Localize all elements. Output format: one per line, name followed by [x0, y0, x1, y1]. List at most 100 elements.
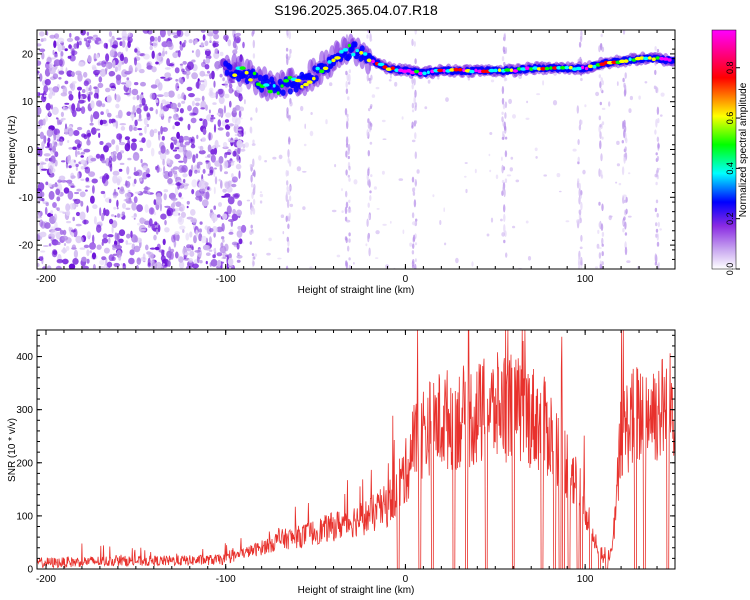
noise-blob: [153, 128, 158, 134]
noise-blob: [221, 236, 225, 240]
sparse-blob: [576, 219, 581, 224]
streak-blob: [503, 188, 506, 198]
noise-blob: [218, 96, 225, 105]
streak-blob: [366, 34, 369, 39]
ridge-peak: [662, 57, 669, 61]
noise-blob: [105, 142, 112, 148]
noise-blob: [180, 197, 184, 200]
streak-blob: [250, 183, 254, 188]
noise-blob: [199, 260, 203, 264]
sparse-blob: [558, 190, 562, 193]
noise-blob: [191, 100, 195, 107]
noise-blob: [232, 150, 237, 157]
streak-blob: [502, 46, 506, 53]
streak-blob: [347, 96, 350, 101]
noise-blob: [194, 250, 201, 253]
noise-blob: [125, 200, 133, 204]
sparse-blob: [373, 186, 377, 190]
x-tick-label: 0: [403, 274, 409, 285]
sparse-blob: [486, 233, 490, 237]
noise-blob: [133, 245, 141, 253]
noise-blob: [132, 96, 136, 100]
ridge-peak: [272, 84, 276, 88]
noise-blob: [43, 153, 51, 157]
sparse-blob: [334, 164, 337, 168]
noise-blob: [37, 182, 45, 191]
x-tick-label: 100: [577, 274, 594, 285]
spectrogram-x-ticks: -200 -100 0 100: [36, 30, 676, 285]
sparse-blob: [595, 91, 600, 97]
noise-blob: [79, 211, 86, 221]
noise-blob: [222, 188, 227, 193]
streak-blob: [249, 241, 252, 245]
noise-blob: [115, 144, 120, 152]
streak-blob: [578, 265, 581, 269]
sparse-blob: [388, 79, 392, 82]
noise-blob: [213, 232, 216, 238]
sparse-blob: [501, 232, 506, 237]
noise-blob: [86, 231, 92, 240]
noise-blob: [136, 257, 142, 265]
noise-blob: [39, 73, 43, 82]
noise-blob: [221, 195, 227, 198]
streak-blob: [367, 202, 370, 208]
noise-blob: [149, 40, 152, 46]
noise-blob: [44, 158, 49, 162]
noise-blob: [48, 110, 51, 116]
noise-blob: [160, 213, 167, 220]
streak-blob: [622, 195, 625, 204]
streak-blob: [578, 182, 581, 191]
noise-blob: [178, 192, 182, 198]
noise-blob: [199, 83, 206, 92]
streak-blob: [601, 121, 605, 126]
ridge-peak: [312, 76, 316, 81]
streak-blob: [367, 122, 371, 129]
streak-blob: [345, 169, 348, 176]
sparse-blob: [244, 142, 249, 148]
streak-blob: [347, 174, 350, 178]
noise-blob: [158, 52, 162, 57]
sparse-blob: [525, 117, 530, 121]
y-tick-label: 300: [16, 405, 33, 416]
x-tick-label: -200: [36, 274, 56, 285]
streak-blob: [285, 265, 289, 269]
ridge-peak: [556, 66, 562, 70]
sparse-blob: [394, 81, 398, 87]
noise-blob: [106, 261, 113, 268]
noise-blob: [83, 80, 89, 87]
sparse-blob: [526, 100, 529, 104]
noise-blob: [217, 119, 222, 127]
sparse-blob: [416, 169, 420, 174]
streak-blob: [623, 153, 626, 158]
noise-blob: [209, 73, 212, 80]
noise-blob: [88, 91, 93, 95]
noise-blob: [102, 233, 108, 239]
noise-blob: [85, 85, 89, 93]
streak-blob: [369, 80, 372, 84]
sparse-blob: [398, 178, 404, 181]
noise-blob: [94, 58, 98, 62]
sparse-blob: [309, 266, 313, 269]
streak-blob: [501, 116, 504, 123]
x-tick-label: 100: [577, 574, 594, 585]
noise-blob: [140, 159, 143, 164]
noise-blob: [89, 122, 94, 126]
streak-blob: [656, 156, 660, 161]
streak-blob: [599, 140, 602, 150]
streak-blob: [622, 77, 625, 83]
noise-blob: [54, 227, 62, 231]
noise-blob: [162, 263, 165, 266]
noise-blob: [130, 142, 137, 151]
noise-blob: [44, 78, 51, 86]
noise-blob: [182, 229, 185, 233]
streak-blob: [654, 253, 657, 263]
noise-blob: [136, 94, 140, 101]
noise-blob: [60, 51, 64, 57]
ridge-peak: [651, 57, 656, 61]
noise-blob: [213, 168, 216, 178]
sparse-blob: [382, 138, 387, 140]
sparse-blob: [552, 100, 558, 106]
noise-blob: [37, 216, 42, 219]
noise-blob: [37, 106, 42, 115]
noise-blob: [209, 36, 212, 43]
